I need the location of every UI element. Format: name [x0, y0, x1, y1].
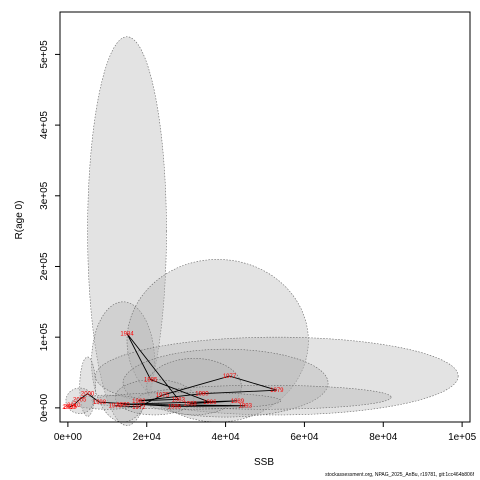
- year-label: 1998: [93, 400, 107, 406]
- confidence-ellipse: [91, 301, 155, 423]
- y-axis: 0e+00 1e+05 2e+05 3e+05 4e+05 5e+05: [39, 40, 60, 422]
- confidence-ellipse: [122, 348, 329, 418]
- x-axis: 0e+00 2e+04 4e+04 6e+04 8e+04 1e+05: [54, 422, 477, 443]
- year-label: 1970: [109, 404, 123, 410]
- x-tick-label: 4e+04: [212, 432, 241, 443]
- y-tick-label: 4e+05: [39, 111, 50, 140]
- x-tick-label: 1e+05: [448, 432, 477, 443]
- y-tick-label: 1e+05: [39, 323, 50, 352]
- year-label: 1990: [116, 402, 130, 408]
- year-label: 1986: [203, 400, 217, 406]
- year-label: 1977: [223, 374, 237, 380]
- x-tick-label: 8e+04: [369, 432, 398, 443]
- year-label: 1979: [270, 388, 284, 394]
- y-tick-label: 2e+05: [39, 252, 50, 281]
- y-tick-label: 5e+05: [39, 40, 50, 69]
- source-footnote: stockassessment.org, NPAG_2025_AnBu, r19…: [325, 472, 474, 478]
- year-label: 1995: [168, 404, 182, 410]
- confidence-ellipse: [79, 356, 96, 417]
- year-label: 1993: [239, 404, 253, 410]
- year-label: 1984: [120, 332, 134, 338]
- confidence-ellipse: [87, 36, 167, 426]
- sr-trajectory: [68, 333, 277, 408]
- confidence-ellipses: [65, 36, 459, 426]
- year-label: 1972: [132, 405, 146, 411]
- year-label: 2000: [81, 392, 95, 398]
- trajectory-line: [68, 333, 277, 408]
- year-label: 2005: [73, 397, 87, 403]
- x-axis-label: SSB: [254, 457, 274, 468]
- year-label: 1982: [132, 399, 146, 405]
- year-label: 2015: [64, 404, 78, 410]
- x-tick-label: 0e+00: [54, 432, 83, 443]
- y-tick-label: 3e+05: [39, 181, 50, 210]
- year-label: 1989: [231, 399, 245, 405]
- y-axis-label: R(age 0): [14, 201, 25, 240]
- plot-frame: [59, 11, 471, 423]
- year-label: 1980: [195, 392, 209, 398]
- x-tick-label: 6e+04: [290, 432, 319, 443]
- year-label: 2020: [62, 405, 76, 411]
- confidence-ellipse: [91, 392, 282, 410]
- x-tick-label: 2e+04: [133, 432, 162, 443]
- year-label: 2010: [67, 403, 81, 409]
- confidence-ellipse: [146, 358, 242, 416]
- year-label: 1988: [183, 402, 197, 408]
- year-label: 1985: [144, 378, 158, 384]
- year-label: 1983: [172, 397, 186, 403]
- year-label: 1975: [156, 393, 170, 399]
- y-tick-label: 0e+00: [39, 393, 50, 422]
